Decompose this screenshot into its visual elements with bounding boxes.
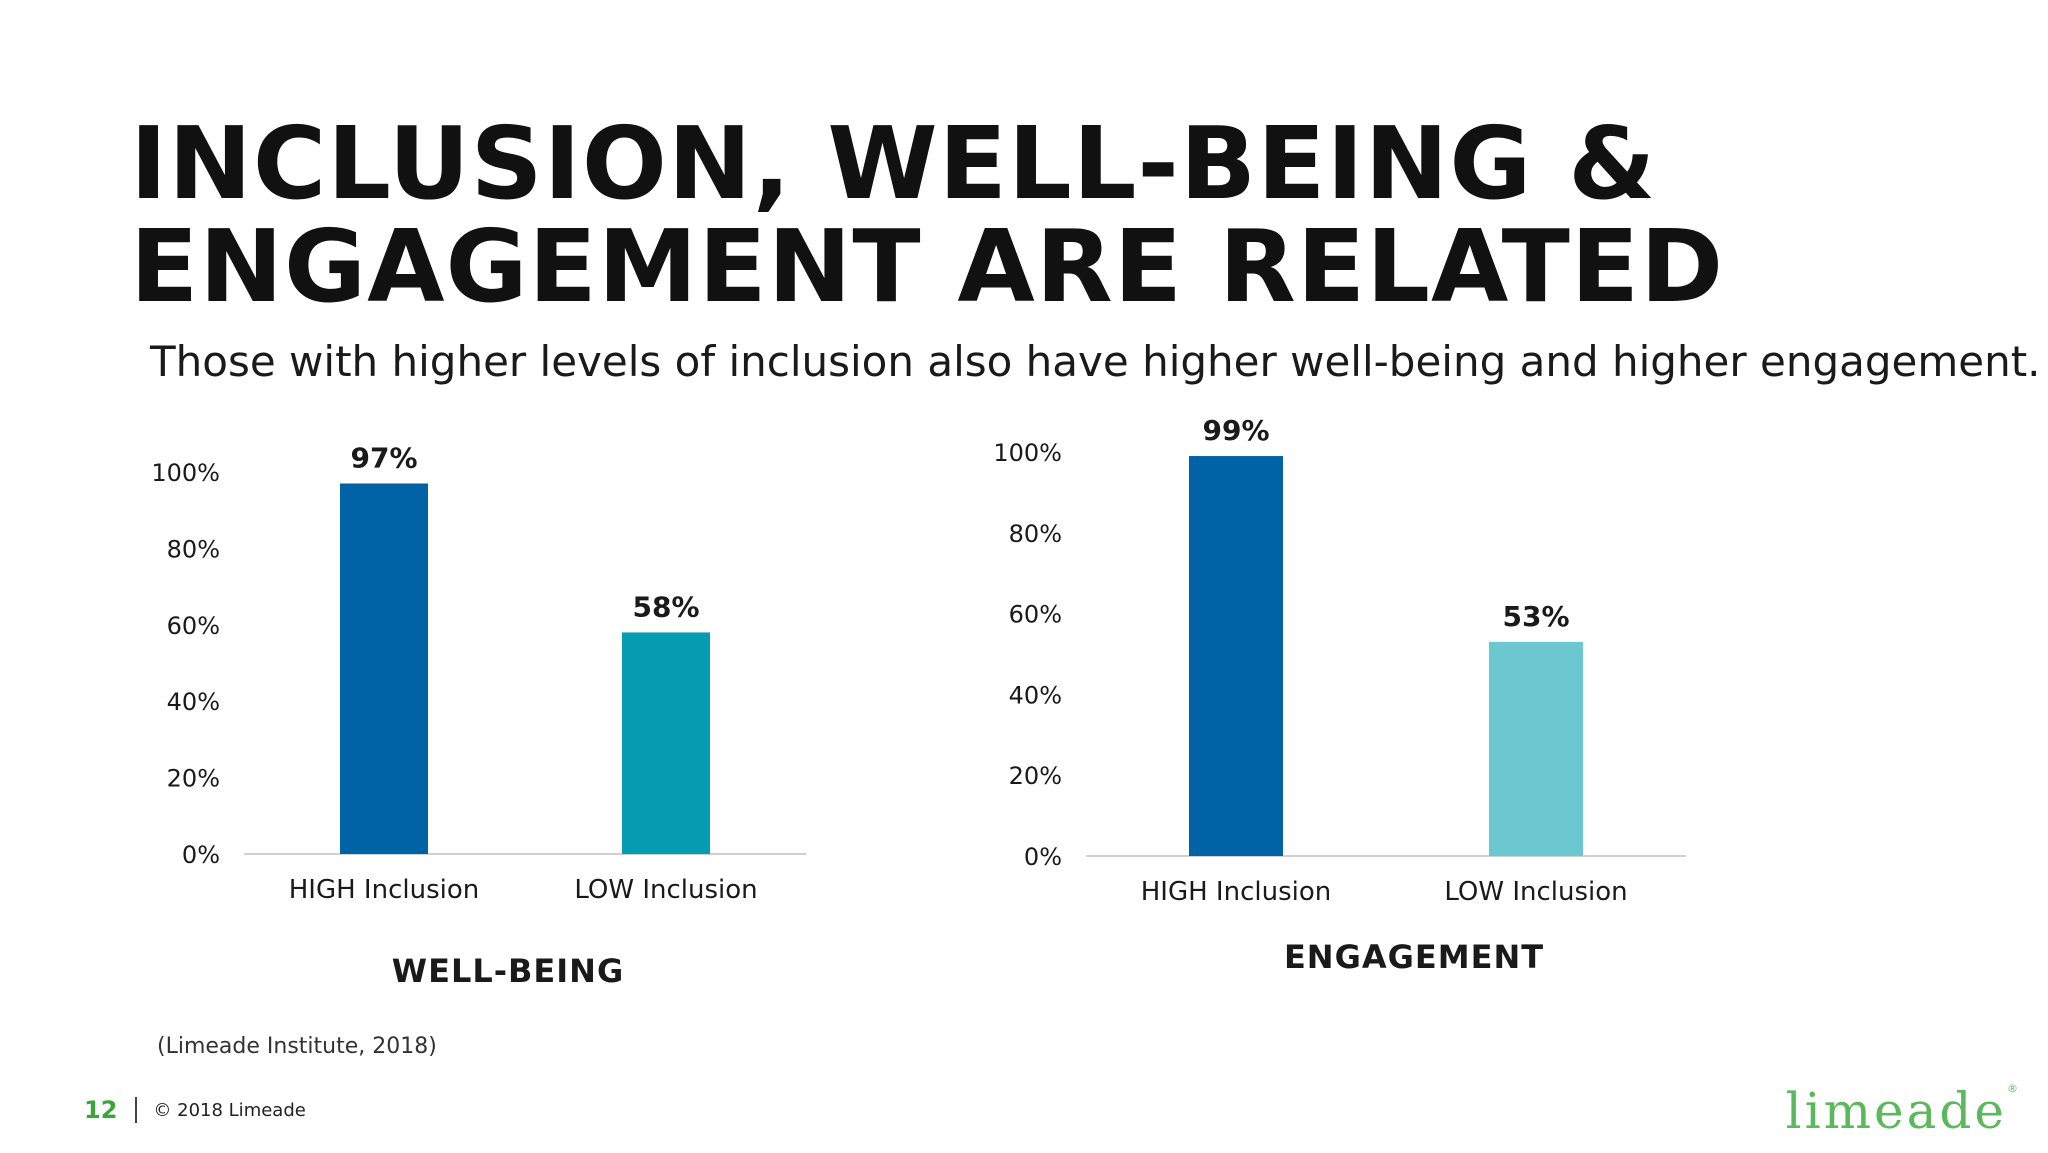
wellbeing-y-tick-label: 60% [167,612,220,640]
footer: 12 © 2018 Limeade [84,1096,306,1124]
engagement-y-tick-label: 60% [1009,601,1062,629]
wellbeing-y-tick-label: 0% [182,841,220,869]
engagement-y-tick-label: 20% [1009,762,1062,790]
engagement-chart-title: ENGAGEMENT [1284,938,1544,976]
wellbeing-data-label: 97% [350,441,417,474]
page-number: 12 [84,1096,118,1124]
engagement-y-tick-label: 80% [1009,520,1062,548]
engagement-data-label: 53% [1502,600,1569,633]
limeade-logo: limeade® [1786,1082,2018,1140]
copyright-text: © 2018 Limeade [153,1099,306,1121]
footer-divider [135,1097,138,1123]
wellbeing-y-tick-label: 40% [167,688,220,716]
wellbeing-chart-title: WELL-BEING [392,952,624,990]
wellbeing-data-label: 58% [632,590,699,623]
engagement-y-tick-label: 40% [1009,681,1062,709]
engagement-bar-low-inclusion [1489,641,1583,856]
slide-subtitle: Those with higher levels of inclusion al… [150,337,2041,386]
wellbeing-y-tick-label: 80% [167,535,220,563]
slide-title-line-2: ENGAGEMENT ARE RELATED [130,208,1725,325]
slide-title-line-1: INCLUSION, WELL-BEING & [130,105,1657,222]
wellbeing-y-tick-label: 100% [151,459,220,487]
wellbeing-y-tick-label: 20% [167,765,220,793]
wellbeing-category-label: HIGH Inclusion [289,875,479,905]
wellbeing-bar-low-inclusion [622,632,710,854]
engagement-category-label: LOW Inclusion [1444,877,1627,907]
wellbeing-bar-high-inclusion [340,483,428,854]
slide-title: INCLUSION, WELL-BEING & ENGAGEMENT ARE R… [130,112,1930,318]
wellbeing-category-label: LOW Inclusion [574,875,757,905]
engagement-chart: 0% 20% 40% 60% 80% 100% 99% HIGH Inclusion 53% LO… [993,414,1686,976]
wellbeing-chart: 0% 20% 40% 60% 80% 100% 97% HIGH Inclusion 58% LO… [151,441,806,990]
engagement-y-tick-label: 100% [993,439,1062,467]
engagement-y-tick-label: 0% [1024,843,1062,871]
engagement-bar-high-inclusion [1189,456,1283,856]
logo-text: limeade [1785,1082,2007,1140]
engagement-data-label: 99% [1202,414,1269,447]
engagement-category-label: HIGH Inclusion [1141,877,1331,907]
logo-registered-mark: ® [2007,1082,2018,1095]
source-citation: (Limeade Institute, 2018) [157,1034,437,1059]
